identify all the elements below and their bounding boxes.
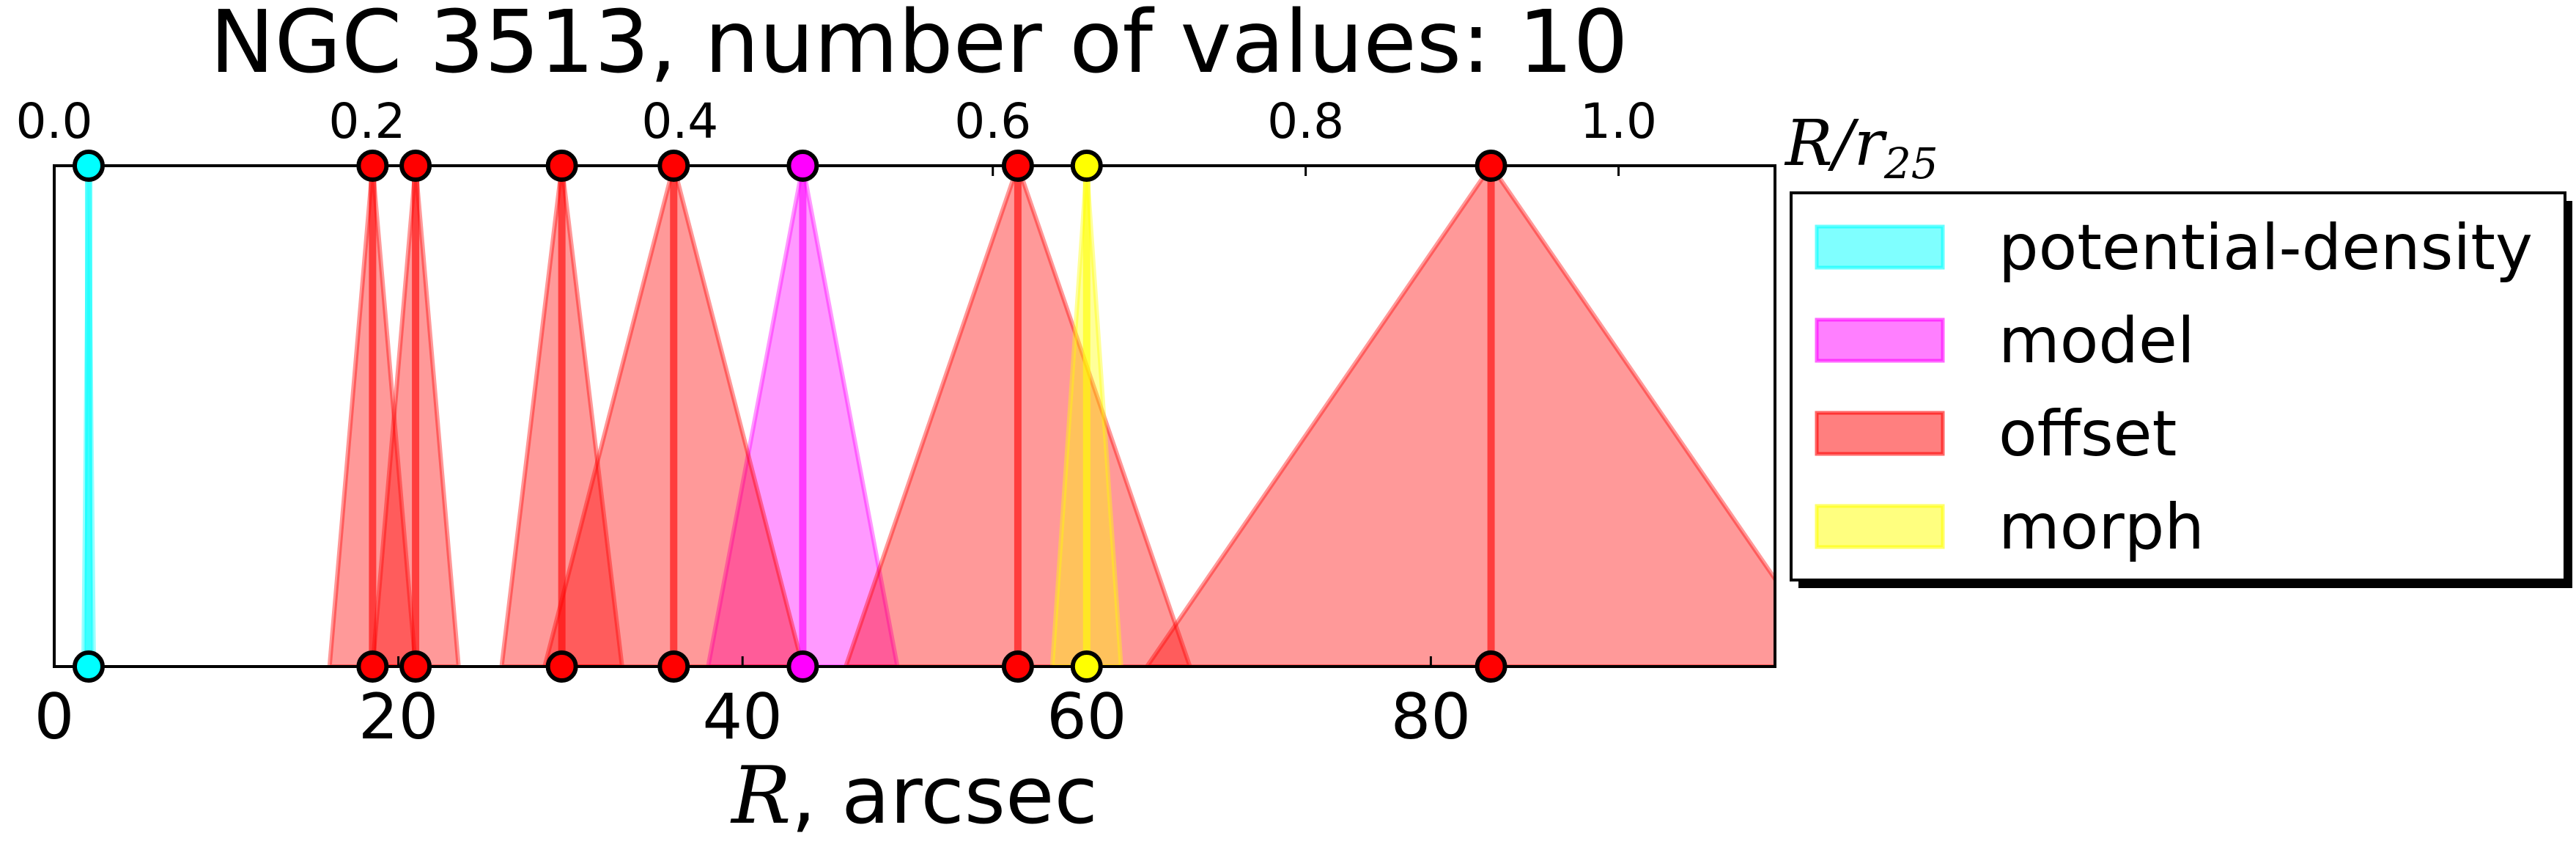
x-tick-label-3: 60 xyxy=(1047,680,1126,754)
point-offset-5-top xyxy=(1475,150,1507,182)
legend-label-offset: offset xyxy=(1999,397,2177,471)
point-offset-4-bottom xyxy=(1001,650,1034,683)
top-axis-label: R/r25 xyxy=(1784,107,1938,188)
point-potential-density-0-top xyxy=(72,150,105,182)
point-offset-5-bottom xyxy=(1475,650,1507,683)
legend-label-morph: morph xyxy=(1999,491,2204,564)
x-tick-label-1: 20 xyxy=(358,680,438,754)
top-axis-ticks: 0.0 0.2 0.4 0.6 0.8 1.0 xyxy=(16,93,1657,176)
top-tick-label-3: 0.6 xyxy=(954,93,1031,150)
legend-items: potential-density model offset morph xyxy=(1815,211,2533,564)
point-offset-0-top xyxy=(356,150,389,182)
point-offset-0-bottom xyxy=(356,650,389,683)
chart-title: NGC 3513, number of values: 10 xyxy=(210,0,1628,92)
chart-points xyxy=(72,150,1507,683)
point-offset-3-bottom xyxy=(657,650,690,683)
bottom-axis-ticks: 0 20 40 60 80 xyxy=(34,656,1471,754)
point-morph-0-top xyxy=(1070,150,1103,182)
point-model-0-top xyxy=(786,150,819,182)
chart-marks xyxy=(81,166,1775,667)
point-offset-1-bottom xyxy=(399,650,432,683)
x-tick-label-2: 40 xyxy=(702,680,782,754)
legend-swatch-offset xyxy=(1815,411,1945,456)
top-tick-label-1: 0.2 xyxy=(328,93,405,150)
point-model-0-bottom xyxy=(786,650,819,683)
point-offset-2-bottom xyxy=(545,650,578,683)
point-offset-3-top xyxy=(657,150,690,182)
legend-swatch-morph xyxy=(1815,504,1945,549)
point-morph-0-bottom xyxy=(1070,650,1103,683)
x-tick-label-4: 80 xyxy=(1391,680,1471,754)
legend-swatch-model xyxy=(1815,318,1945,363)
legend-swatch-potential-density xyxy=(1815,224,1945,270)
point-offset-1-top xyxy=(399,150,432,182)
legend-label-model: model xyxy=(1999,304,2195,378)
top-tick-label-4: 0.8 xyxy=(1267,93,1344,150)
point-offset-4-top xyxy=(1001,150,1034,182)
legend: potential-density model offset morph xyxy=(1790,191,2572,588)
point-offset-2-top xyxy=(545,150,578,182)
x-tick-label-0: 0 xyxy=(34,680,75,754)
x-axis-label: R, arcsec xyxy=(730,750,1098,842)
top-tick-label-2: 0.4 xyxy=(641,93,718,150)
top-tick-label-5: 1.0 xyxy=(1580,93,1657,150)
top-tick-label-0: 0.0 xyxy=(16,93,93,150)
band-offset-5 xyxy=(1144,166,1775,667)
legend-label-potential-density: potential-density xyxy=(1999,211,2533,285)
plot-frame xyxy=(53,164,1776,668)
point-potential-density-0-bottom xyxy=(72,650,105,683)
